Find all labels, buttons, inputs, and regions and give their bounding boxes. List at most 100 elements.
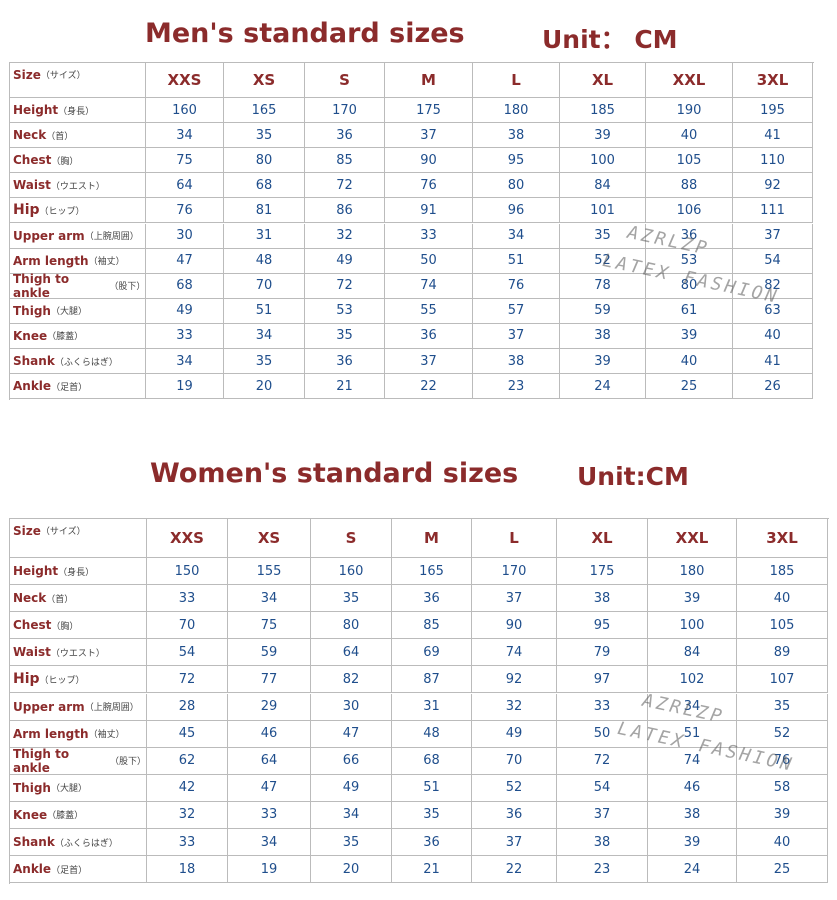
row-note: （首）	[46, 594, 74, 605]
row-label-cell: Hip （ヒップ）	[9, 666, 147, 694]
size-header: S	[311, 518, 392, 558]
value-cell: 52	[560, 248, 646, 274]
value-cell: 53	[646, 248, 733, 274]
value-cell: 70	[147, 612, 228, 640]
row-label-cell: Height （身長）	[9, 558, 147, 586]
value-cell: 34	[311, 801, 392, 829]
value-cell: 72	[305, 173, 385, 199]
value-cell: 51	[392, 774, 472, 802]
value-cell: 41	[733, 349, 813, 375]
header-note: （サイズ）	[40, 71, 86, 81]
header-label: Size	[13, 524, 41, 538]
size-header: XS	[224, 62, 305, 98]
value-cell: 24	[560, 374, 646, 400]
value-cell: 35	[224, 349, 305, 375]
value-cell: 18	[147, 856, 228, 884]
row-note: （袖丈）	[88, 730, 125, 741]
size-header: XXL	[648, 518, 737, 558]
value-cell: 36	[385, 323, 473, 349]
value-cell: 50	[385, 248, 473, 274]
value-cell: 97	[557, 666, 648, 694]
row-label: Waist	[13, 178, 51, 193]
value-cell: 30	[146, 223, 224, 249]
value-cell: 84	[560, 173, 646, 199]
row-label: Hip	[13, 671, 40, 688]
value-cell: 100	[560, 148, 646, 174]
value-cell: 39	[560, 123, 646, 149]
value-cell: 36	[305, 123, 385, 149]
value-cell: 35	[224, 123, 305, 149]
value-cell: 38	[557, 829, 648, 857]
row-note: （上腕周囲）	[84, 703, 139, 714]
row-note: （股下）	[109, 282, 146, 293]
value-cell: 36	[392, 585, 472, 613]
table-frame	[9, 518, 829, 885]
value-cell: 62	[147, 747, 228, 775]
row-label-cell: Thigh to ankle （股下）	[9, 747, 147, 775]
value-cell: 25	[737, 856, 828, 884]
value-cell: 66	[311, 747, 392, 775]
value-cell: 87	[392, 666, 472, 694]
value-cell: 22	[385, 374, 473, 400]
row-label-cell: Hip （ヒップ）	[9, 198, 146, 224]
row-note: （大腿）	[50, 784, 87, 795]
value-cell: 25	[646, 374, 733, 400]
value-cell: 68	[224, 173, 305, 199]
value-cell: 101	[560, 198, 646, 224]
row-label: Thigh	[13, 303, 51, 318]
value-cell: 80	[224, 148, 305, 174]
row-note: （身長）	[58, 567, 95, 578]
value-cell: 74	[385, 273, 473, 299]
value-cell: 57	[473, 298, 560, 324]
value-cell: 34	[146, 123, 224, 149]
value-cell: 82	[733, 273, 813, 299]
row-label: Height	[13, 103, 59, 118]
value-cell: 49	[311, 774, 392, 802]
value-cell: 32	[472, 693, 557, 721]
value-cell: 111	[733, 198, 813, 224]
row-label-cell: Chest （胸）	[9, 612, 147, 640]
value-cell: 33	[557, 693, 648, 721]
row-label: Height	[13, 564, 59, 579]
value-cell: 74	[648, 747, 737, 775]
row-note: （身長）	[58, 106, 95, 117]
value-cell: 96	[473, 198, 560, 224]
value-cell: 30	[311, 693, 392, 721]
value-cell: 64	[228, 747, 311, 775]
unit-label: Unit： CM	[542, 25, 678, 54]
value-cell: 29	[228, 693, 311, 721]
value-cell: 33	[385, 223, 473, 249]
value-cell: 74	[472, 639, 557, 667]
value-cell: 100	[648, 612, 737, 640]
value-cell: 34	[228, 829, 311, 857]
value-cell: 49	[146, 298, 224, 324]
value-cell: 45	[147, 720, 228, 748]
row-label: Knee	[13, 328, 48, 343]
row-label: Upper arm	[13, 228, 85, 243]
value-cell: 38	[648, 801, 737, 829]
value-cell: 79	[557, 639, 648, 667]
value-cell: 105	[646, 148, 733, 174]
header-label: Size	[13, 68, 41, 82]
value-cell: 40	[737, 829, 828, 857]
size-header: XXS	[147, 518, 228, 558]
value-cell: 41	[733, 123, 813, 149]
section-title: Men's standard sizes	[145, 18, 465, 49]
size-header: XS	[228, 518, 311, 558]
value-cell: 69	[392, 639, 472, 667]
value-cell: 37	[733, 223, 813, 249]
row-note: （ふくらはぎ）	[54, 357, 118, 368]
value-cell: 49	[472, 720, 557, 748]
value-cell: 35	[560, 223, 646, 249]
value-cell: 46	[228, 720, 311, 748]
row-label-cell: Arm length （袖丈）	[9, 720, 147, 748]
value-cell: 150	[147, 558, 228, 586]
size-header: S	[305, 62, 385, 98]
value-cell: 37	[557, 801, 648, 829]
row-label-cell: Neck （首）	[9, 585, 147, 613]
size-header: 3XL	[733, 62, 813, 98]
value-cell: 35	[392, 801, 472, 829]
value-cell: 70	[224, 273, 305, 299]
value-cell: 34	[228, 585, 311, 613]
